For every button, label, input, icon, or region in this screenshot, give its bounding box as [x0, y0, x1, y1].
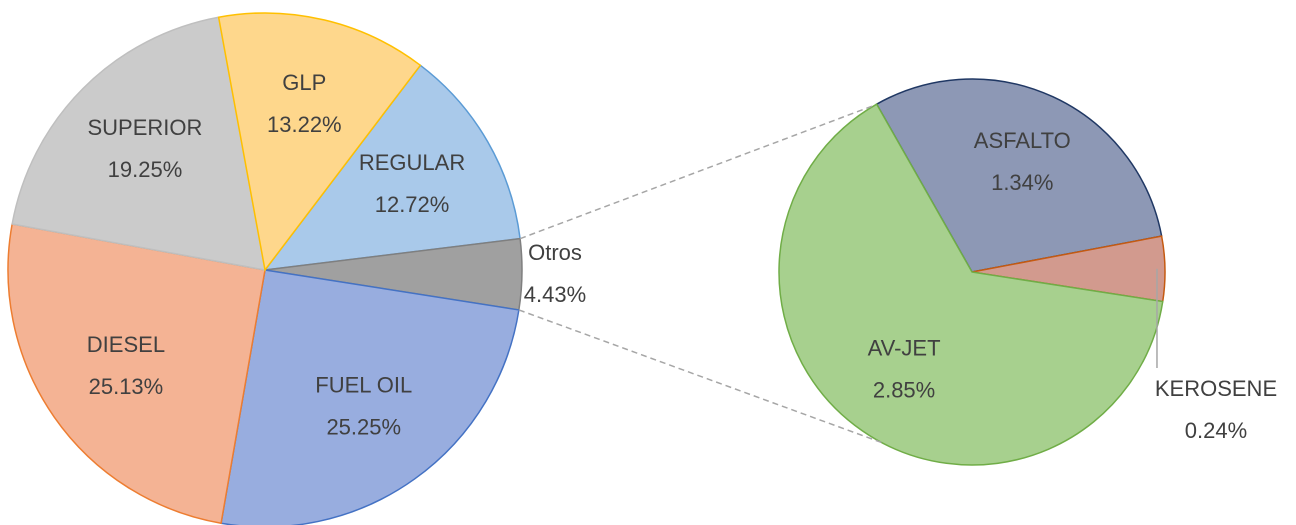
- value-label: 12.72%: [375, 192, 450, 217]
- pie-slice: [220, 269, 520, 525]
- pie-slice: [7, 223, 266, 525]
- pie-slice: [263, 64, 521, 271]
- value-label: 19.25%: [108, 157, 183, 182]
- category-label: SUPERIOR: [88, 115, 203, 140]
- category-label: GLP: [282, 70, 326, 95]
- value-label: 25.13%: [89, 374, 164, 399]
- value-label: 4.43%: [524, 282, 586, 307]
- category-label: FUEL OIL: [315, 373, 412, 398]
- value-label: 1.34%: [991, 170, 1053, 195]
- category-label: DIESEL: [87, 332, 165, 357]
- category-label: AV-JET: [868, 335, 941, 360]
- category-label: Otros: [528, 240, 582, 265]
- value-label: 2.85%: [873, 377, 935, 402]
- connector-line: [518, 309, 882, 444]
- pie-slice: [11, 16, 266, 271]
- value-label: 13.22%: [267, 112, 342, 137]
- category-label: ASFALTO: [974, 128, 1071, 153]
- pie-slice: [778, 103, 1164, 466]
- value-label: 25.25%: [326, 415, 401, 440]
- pie-slice: [217, 12, 422, 272]
- category-label: KEROSENE: [1155, 376, 1277, 401]
- category-label: REGULAR: [359, 150, 465, 175]
- connector-line: [519, 104, 876, 240]
- pie-slice: [875, 78, 1163, 273]
- value-label: 0.24%: [1185, 418, 1247, 443]
